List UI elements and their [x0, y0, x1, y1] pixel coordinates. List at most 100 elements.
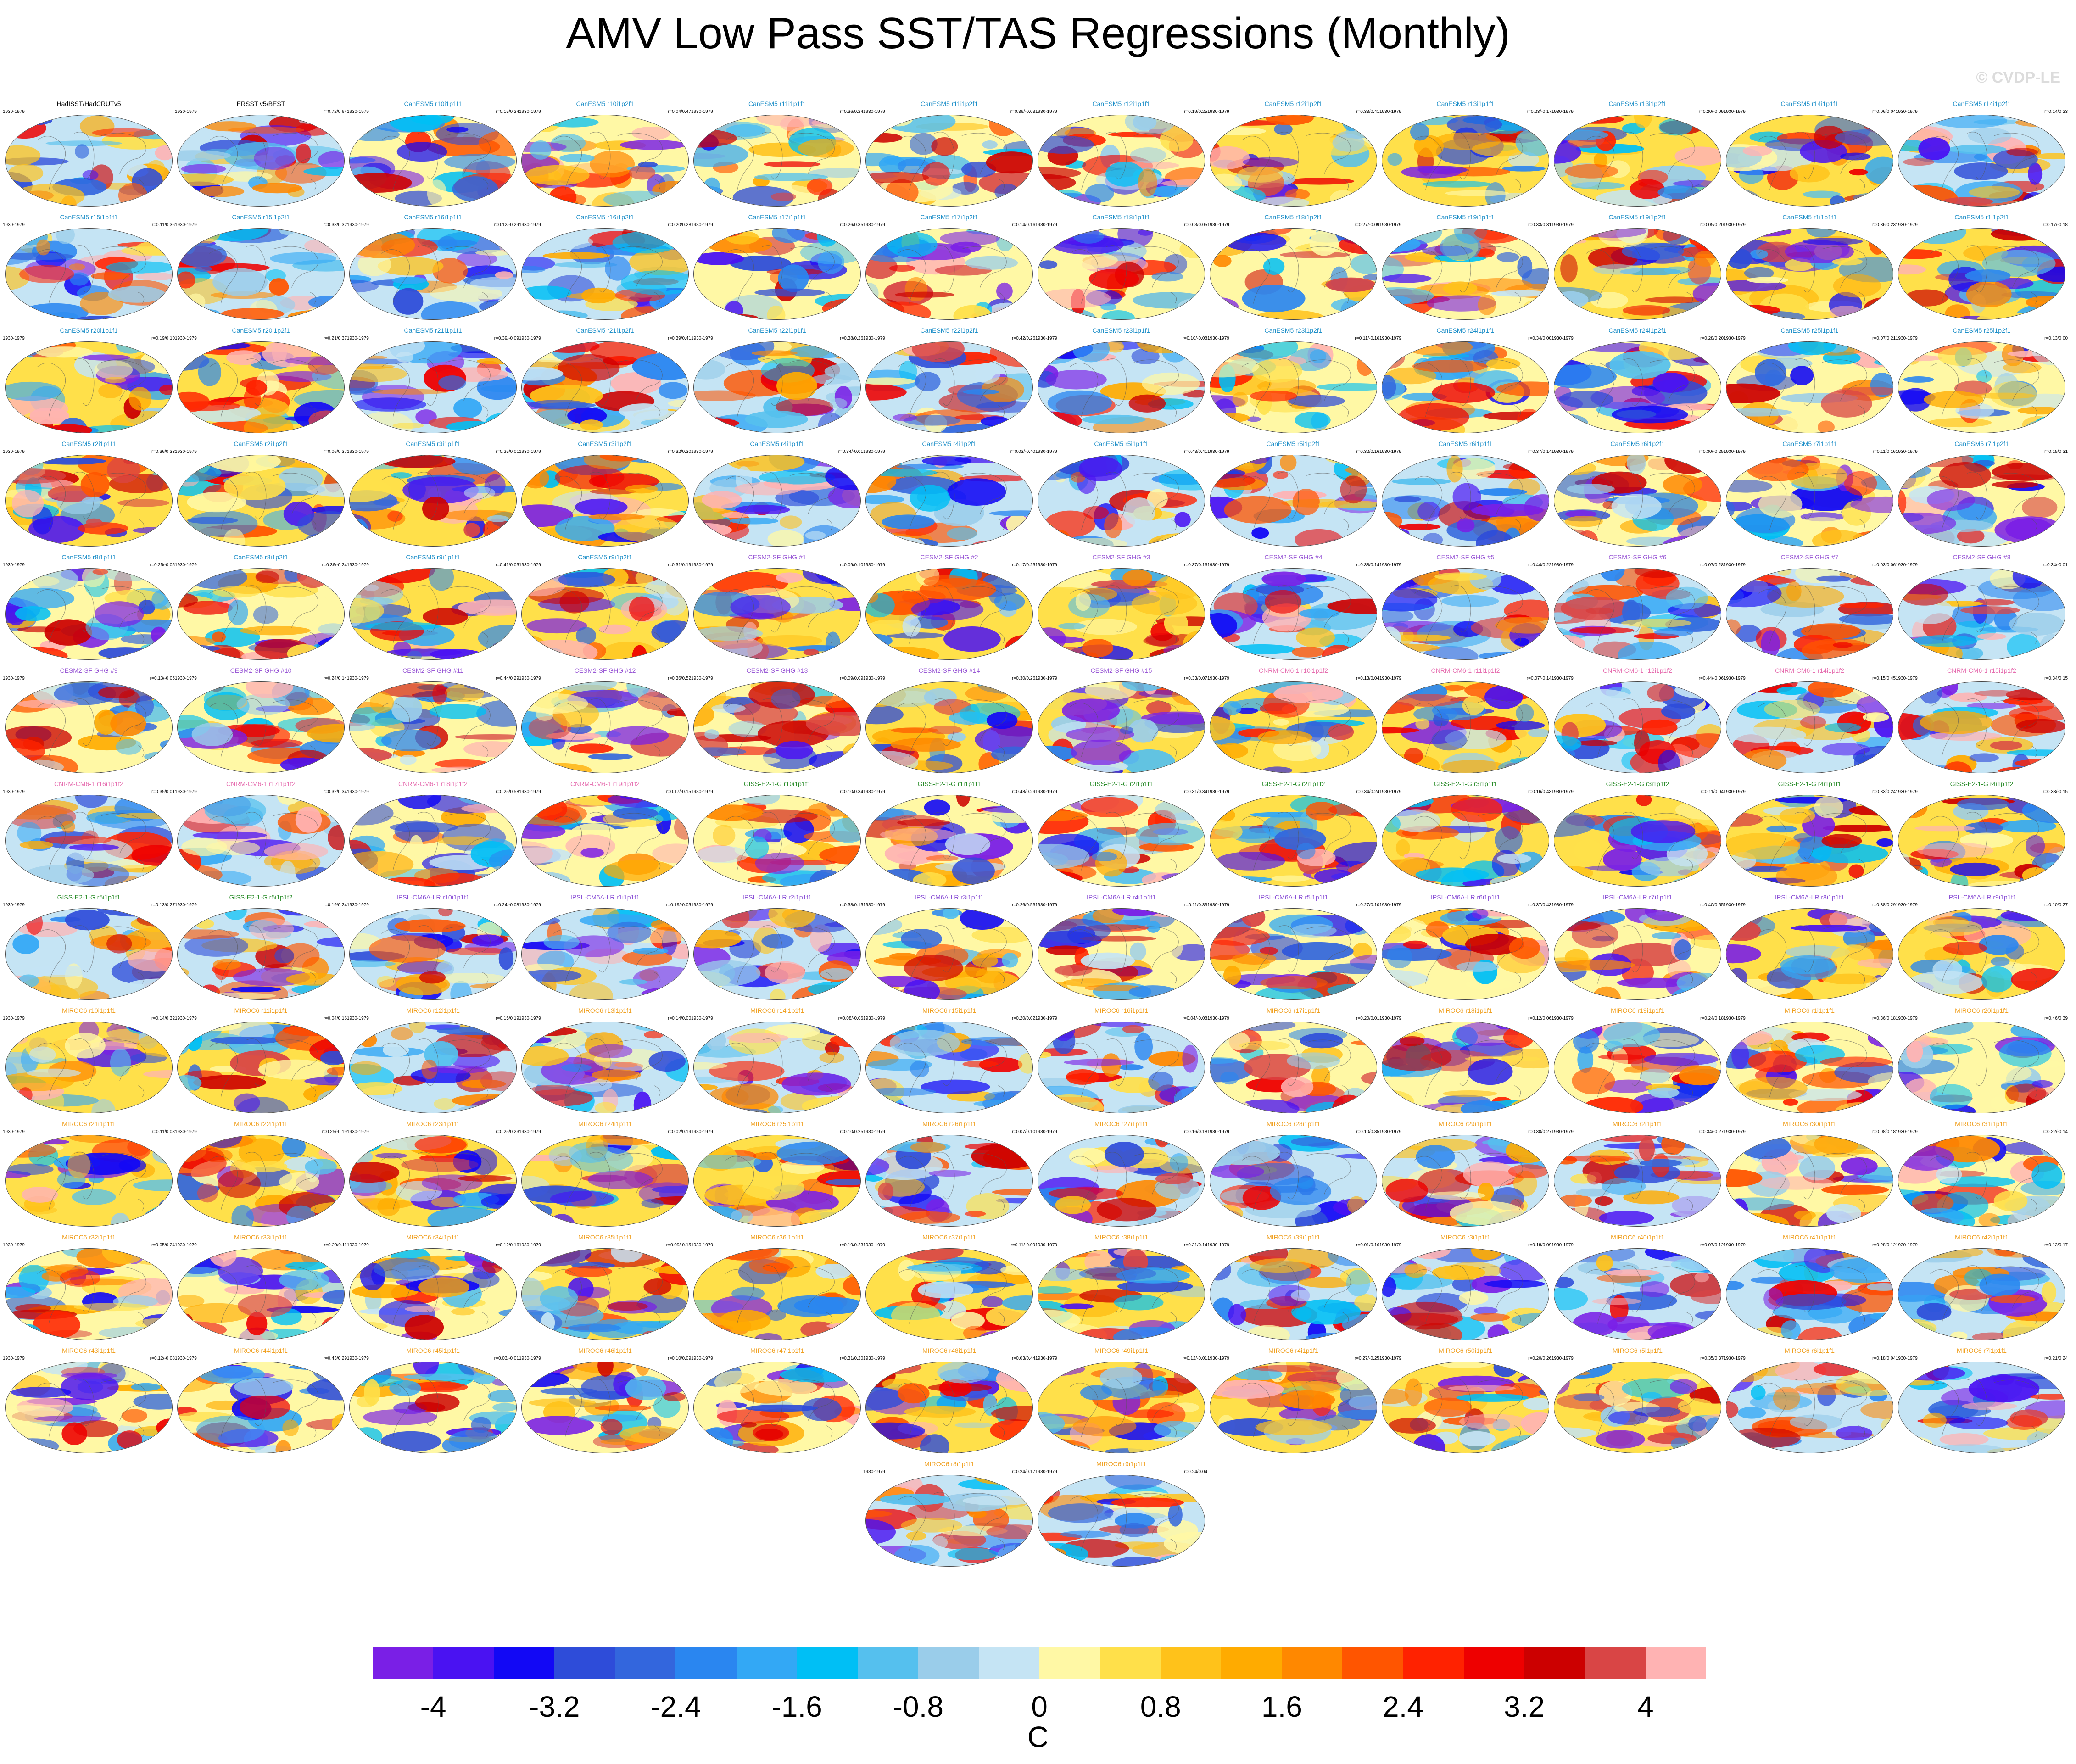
- panel-period: 1930-1979: [519, 1243, 541, 1248]
- map-field: [521, 1135, 689, 1227]
- panel-title: MIROC6 r28i1p1f1: [1267, 1120, 1320, 1128]
- map-field: [865, 795, 1033, 887]
- map-field: [1382, 1135, 1549, 1227]
- map-panel: MIROC6 r40i1p1f1 1930-1979 r=0.07/0.12: [1551, 1234, 1724, 1348]
- map-panel: HadISST/HadCRUTv5 1930-1979: [3, 100, 175, 215]
- panel-correlation: r=0.14/0.32: [151, 1016, 175, 1021]
- panel-correlation: r=0.09/-0.15: [666, 1243, 691, 1248]
- panel-title: MIROC6 r8i1p1f1: [924, 1460, 974, 1468]
- panel-period: 1930-1979: [1896, 109, 1918, 114]
- map-field: [1038, 1135, 1205, 1227]
- panel-title: MIROC6 r45i1p1f1: [406, 1347, 460, 1354]
- panel-period: 1930-1979: [1724, 1356, 1746, 1361]
- panel-period: 1930-1979: [519, 1356, 541, 1361]
- panel-period: 1930-1979: [863, 1356, 885, 1361]
- map-field: [177, 1022, 345, 1113]
- panel-correlation: r=0.11/0.36: [151, 223, 175, 228]
- map-field: [1726, 115, 1893, 207]
- map-panel: MIROC6 r34i1p1f1 1930-1979 r=0.12/0.16: [347, 1234, 519, 1348]
- map-panel: MIROC6 r48i1p1f1 1930-1979 r=0.03/0.44: [863, 1347, 1035, 1462]
- panel-title: GISS-E2-1-G r2i1p1f2: [1261, 780, 1325, 787]
- panel-title: CanESM5 r22i1p2f1: [920, 327, 978, 334]
- map-panel: CanESM5 r23i1p2f1 1930-1979 r=0.11/-0.16: [1207, 327, 1379, 441]
- panel-correlation: r=0.36/0.52: [668, 676, 691, 681]
- panel-period: 1930-1979: [1724, 1016, 1746, 1021]
- map-panel: CanESM5 r2i1p2f1 1930-1979 r=0.06/0.37: [175, 440, 347, 555]
- panel-period: 1930-1979: [3, 1129, 25, 1134]
- panel-title: CanESM5 r2i1p2f1: [234, 440, 288, 447]
- panel-period: 1930-1979: [347, 676, 369, 681]
- panel-period: 1930-1979: [1551, 1356, 1574, 1361]
- panel-title: MIROC6 r3i1p1f1: [1440, 1234, 1490, 1241]
- panel-correlation: r=0.19/0.25: [1184, 109, 1207, 114]
- map-panel: CESM2-SF GHG #14 1930-1979 r=0.30/0.26: [863, 667, 1035, 782]
- map-panel: CESM2-SF GHG #7 1930-1979 r=0.03/0.06: [1724, 553, 1896, 668]
- panel-correlation: r=0.25/-0.05: [150, 563, 175, 568]
- panel-correlation: r=0.17/-0.15: [666, 789, 691, 794]
- map-panel: CanESM5 r20i1p2f1 1930-1979 r=0.21/0.37: [175, 327, 347, 441]
- panel-period: 1930-1979: [863, 336, 885, 341]
- map-field: [1726, 1022, 1893, 1113]
- map-field: [1210, 1135, 1377, 1227]
- panel-correlation: r=0.17/-0.18: [2043, 223, 2068, 228]
- panel-period: 1930-1979: [175, 1016, 197, 1021]
- map-field: [349, 681, 517, 773]
- map-field: [693, 341, 861, 433]
- map-field: [1038, 568, 1205, 660]
- panel-period: 1930-1979: [519, 223, 541, 228]
- map-field: [1898, 1248, 2065, 1340]
- map-panel: GISS-E2-1-G r10i1p1f1 1930-1979 r=0.10/0.3…: [691, 780, 863, 895]
- panel-correlation: r=0.14/0.23: [2044, 109, 2068, 114]
- map-field: [1898, 455, 2065, 547]
- map-field: [1210, 1362, 1377, 1453]
- map-field: [865, 341, 1033, 433]
- panel-period: 1930-1979: [175, 1356, 197, 1361]
- panel-period: 1930-1979: [1379, 336, 1401, 341]
- colorbar-box: [1585, 1647, 1646, 1679]
- panel-correlation: r=0.38/0.32: [324, 223, 347, 228]
- panel-correlation: r=0.03/-0.40: [1010, 449, 1035, 454]
- panel-title: GISS-E2-1-G r5i1p1f2: [229, 893, 293, 901]
- panel-period: 1930-1979: [1379, 1129, 1401, 1134]
- panel-title: CanESM5 r13i1p1f1: [1436, 100, 1495, 107]
- panel-period: 1930-1979: [1551, 563, 1574, 568]
- panel-period: 1930-1979: [691, 676, 713, 681]
- panel-correlation: r=0.36/0.24: [840, 109, 863, 114]
- map-panel: MIROC6 r17i1p1f1 1930-1979 r=0.20/0.01: [1207, 1007, 1379, 1122]
- map-field: [1726, 1135, 1893, 1227]
- panel-period: 1930-1979: [1207, 1129, 1229, 1134]
- map-panel: MIROC6 r26i1p1f1 1930-1979 r=0.07/0.10: [863, 1120, 1035, 1235]
- panel-correlation: r=0.26/0.35: [840, 223, 863, 228]
- panel-period: 1930-1979: [1724, 109, 1746, 114]
- panel-period: 1930-1979: [1551, 449, 1574, 454]
- map-panel: MIROC6 r15i1p1f1 1930-1979 r=0.20/0.02: [863, 1007, 1035, 1122]
- map-field: [5, 228, 173, 320]
- panel-period: 1930-1979: [1724, 903, 1746, 908]
- map-field: [349, 1022, 517, 1113]
- map-field: [1382, 341, 1549, 433]
- panel-correlation: r=0.34/0.15: [2044, 676, 2068, 681]
- panel-title: MIROC6 r34i1p1f1: [406, 1234, 460, 1241]
- panel-period: 1930-1979: [1379, 1356, 1401, 1361]
- panel-title: CanESM5 r13i1p2f1: [1608, 100, 1667, 107]
- panel-title: MIROC6 r32i1p1f1: [62, 1234, 116, 1241]
- map-field: [1726, 568, 1893, 660]
- colorbar-box: [1100, 1647, 1161, 1679]
- panel-period: 1930-1979: [1035, 789, 1057, 794]
- panel-title: GISS-E2-1-G r3i1p1f1: [1434, 780, 1497, 787]
- panel-correlation: r=0.07/0.21: [1872, 336, 1896, 341]
- panel-title: MIROC6 r20i1p1f1: [1955, 1007, 2009, 1014]
- panel-correlation: r=0.03/-0.01: [494, 1356, 519, 1361]
- panel-title: CESM2-SF GHG #10: [230, 667, 292, 674]
- colorbar-box: [675, 1647, 737, 1679]
- panel-period: 1930-1979: [3, 789, 25, 794]
- map-panel: IPSL-CM6A-LR r5i1p1f1 1930-1979 r=0.27/0.1…: [1207, 893, 1379, 1008]
- panel-title: CNRM-CM6-1 r17i1p1f2: [226, 780, 296, 787]
- panel-title: CanESM5 r7i1p2f1: [1954, 440, 2009, 447]
- map-panel: CNRM-CM6-1 r15i1p1f2 1930-1979 r=0.34/0.15: [1896, 667, 2068, 782]
- map-field: [1210, 681, 1377, 773]
- map-field: [1382, 568, 1549, 660]
- panel-title: CanESM5 r17i1p2f1: [920, 213, 978, 221]
- map-field: [349, 1135, 517, 1227]
- map-panel: MIROC6 r11i1p1f1 1930-1979 r=0.04/0.16: [175, 1007, 347, 1122]
